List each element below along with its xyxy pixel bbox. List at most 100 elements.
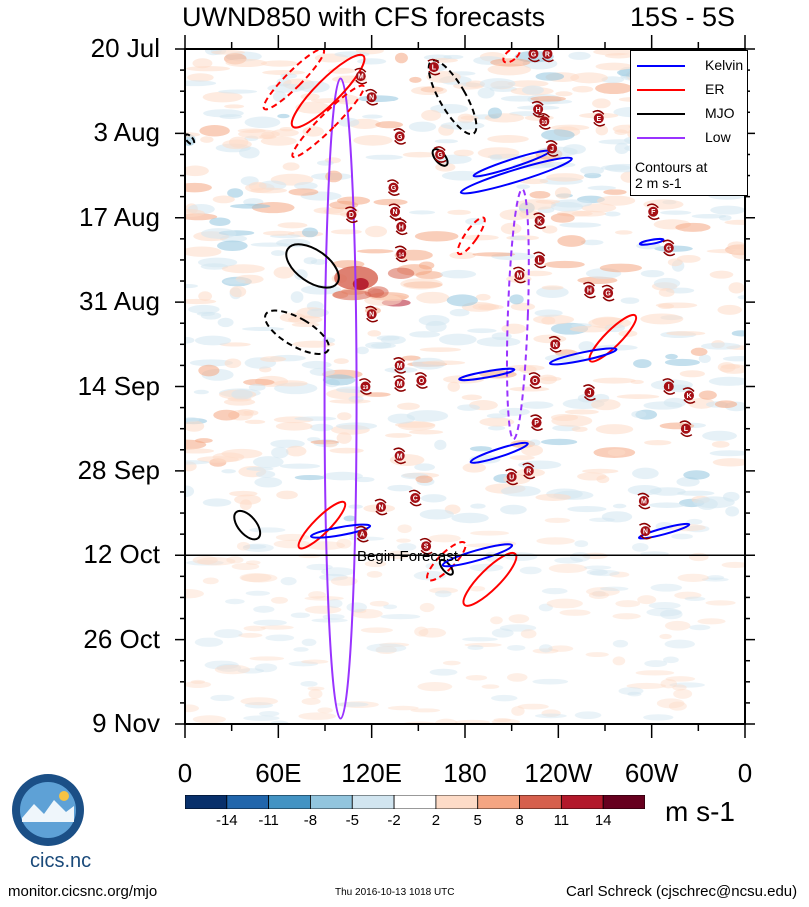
field-blob <box>434 439 447 451</box>
field-blob <box>541 285 564 290</box>
colorbar-swatch <box>185 795 228 809</box>
field-blob <box>447 381 460 392</box>
field-blob <box>192 58 213 69</box>
y-tick-label: 9 Nov <box>92 708 160 738</box>
field-blob <box>516 184 531 190</box>
field-blob-forecast <box>336 538 352 549</box>
field-blob <box>550 413 579 422</box>
field-blob-forecast <box>612 656 626 666</box>
field-blob-forecast <box>231 563 260 570</box>
field-blob <box>616 394 660 399</box>
field-blob <box>250 242 290 247</box>
field-blob <box>419 509 454 520</box>
colorbar-swatch <box>351 795 395 809</box>
legend-note: Contours at 2 m s-1 <box>635 159 707 191</box>
field-blob-forecast <box>660 609 683 620</box>
field-blob <box>572 85 594 93</box>
field-blob <box>701 342 741 350</box>
field-blob-forecast <box>240 697 279 706</box>
field-blob-forecast <box>589 569 620 577</box>
field-blob-forecast <box>290 612 311 619</box>
field-blob <box>477 147 520 159</box>
field-blob-forecast <box>697 618 726 625</box>
legend-note-line: Contours at <box>635 159 708 175</box>
legend-swatch <box>637 89 685 91</box>
field-blob <box>189 359 234 367</box>
field-blob-forecast <box>656 698 685 709</box>
field-blob <box>596 195 636 206</box>
field-blob <box>509 235 527 241</box>
field-blob <box>373 198 408 206</box>
field-blob <box>457 404 480 411</box>
field-blob-forecast <box>346 602 367 613</box>
y-tick-label: 31 Aug <box>79 286 160 317</box>
field-blob <box>198 291 213 302</box>
field-blob <box>568 51 591 60</box>
field-blob-forecast <box>366 643 407 653</box>
field-blob <box>295 101 331 114</box>
footer-url[interactable]: monitor.cicsnc.org/mjo <box>8 883 158 900</box>
field-blob <box>248 383 266 391</box>
field-blob <box>559 222 602 228</box>
field-blob-forecast <box>663 656 679 664</box>
mjo-contour <box>438 558 454 576</box>
storm-marker: M <box>393 447 407 465</box>
field-blob <box>255 470 276 478</box>
field-blob-forecast <box>665 676 696 682</box>
field-blob <box>185 337 195 344</box>
field-blob-forecast <box>204 660 239 670</box>
field-blob-forecast <box>615 600 641 608</box>
field-blob-forecast <box>249 656 285 661</box>
field-blob-forecast <box>185 681 212 689</box>
y-tick-label: 14 Sep <box>77 370 160 401</box>
field-blob-forecast <box>609 571 630 578</box>
field-blob-forecast <box>701 577 729 582</box>
field-blob <box>325 170 343 183</box>
field-blob <box>676 254 701 263</box>
field-blob <box>209 217 231 227</box>
field-blob <box>489 154 503 161</box>
field-blob <box>550 201 584 212</box>
field-blob-forecast <box>237 668 265 674</box>
field-blob <box>486 413 508 419</box>
field-blob-forecast <box>253 619 287 626</box>
field-blob <box>501 323 527 334</box>
storm-label: G <box>437 152 443 159</box>
kelvin-contour <box>459 156 573 195</box>
field-blob <box>434 139 459 144</box>
field-blob <box>727 241 745 251</box>
storm-label: M <box>397 363 403 370</box>
field-blob <box>569 325 613 333</box>
field-blob <box>380 335 406 345</box>
kelvin-contour <box>637 522 691 540</box>
y-tick-label: 12 Oct <box>83 539 160 570</box>
storm-marker: 14 <box>394 245 408 263</box>
field-blob-forecast <box>380 614 421 620</box>
storm-label: G <box>666 245 672 252</box>
field-blob <box>402 151 437 158</box>
mjo-contour <box>233 509 262 541</box>
field-blob-forecast <box>330 576 358 586</box>
field-blob <box>443 54 464 60</box>
storm-label: P <box>534 420 539 427</box>
field-blob <box>185 420 205 432</box>
field-blob <box>477 87 495 99</box>
storm-label: N <box>553 342 558 349</box>
field-blob-forecast <box>366 570 383 578</box>
colorbar-swatch <box>393 795 437 809</box>
storm-marker: G <box>527 49 540 63</box>
field-blob-forecast <box>317 707 333 714</box>
field-blob <box>660 210 692 215</box>
field-blob <box>201 228 237 239</box>
field-blob <box>535 72 565 81</box>
field-blob-forecast <box>429 668 458 676</box>
field-blob <box>203 109 244 118</box>
field-blob <box>519 270 553 277</box>
field-blob <box>521 444 544 456</box>
field-blob-forecast <box>541 709 561 718</box>
field-blob-forecast <box>186 560 224 566</box>
x-tick-label: 0 <box>737 758 753 788</box>
storm-marker: A <box>355 525 369 543</box>
field-blob-forecast <box>659 633 672 640</box>
field-blob <box>307 308 329 317</box>
